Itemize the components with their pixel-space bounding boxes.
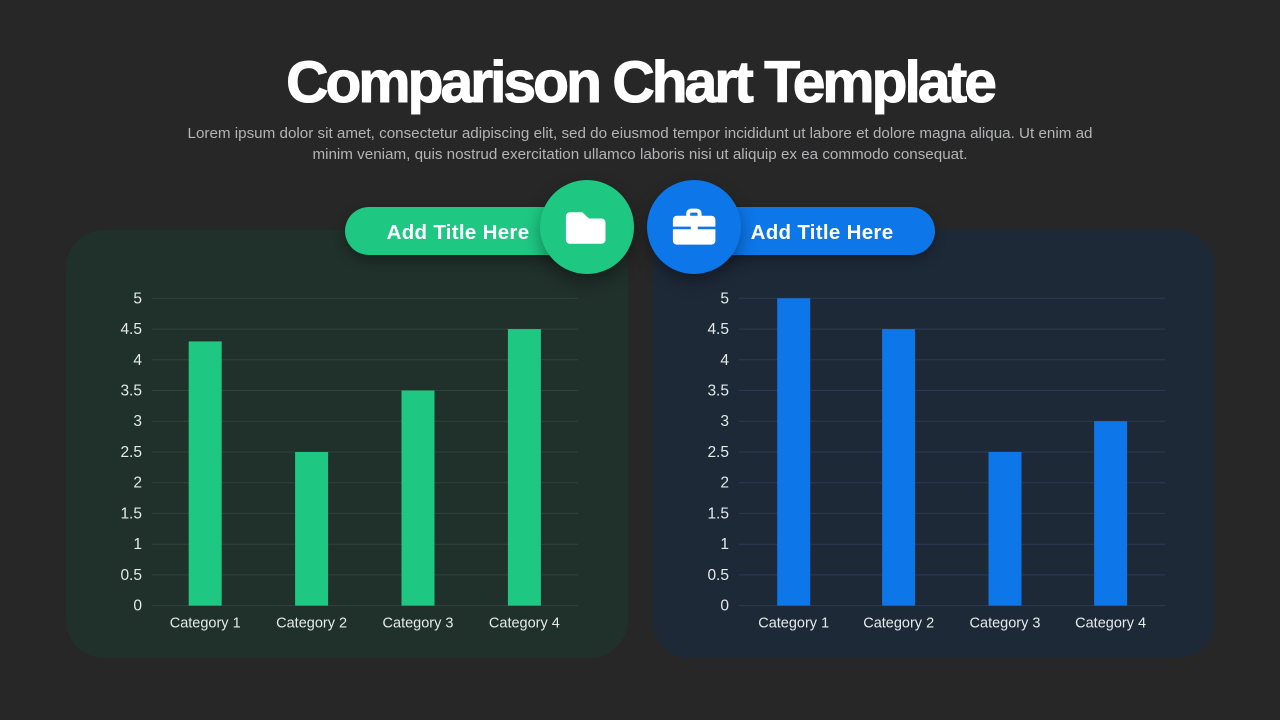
svg-text:Category 4: Category 4 [1075,616,1146,632]
svg-text:0.5: 0.5 [707,567,729,584]
svg-text:1: 1 [720,536,729,553]
svg-text:4: 4 [133,352,142,369]
svg-text:Category 2: Category 2 [863,616,934,632]
svg-text:3.5: 3.5 [120,383,142,400]
svg-text:Category 4: Category 4 [489,616,560,632]
svg-text:4.5: 4.5 [707,321,729,338]
svg-text:1.5: 1.5 [707,505,729,522]
svg-text:1: 1 [133,536,142,553]
svg-text:Category 3: Category 3 [970,616,1041,632]
svg-text:2: 2 [133,475,142,492]
svg-text:Category 2: Category 2 [276,616,347,632]
svg-text:4: 4 [720,352,729,369]
svg-text:2.5: 2.5 [707,444,729,461]
svg-text:Category 1: Category 1 [758,616,829,632]
svg-text:3: 3 [133,413,142,430]
svg-text:3.5: 3.5 [707,383,729,400]
svg-text:5: 5 [133,290,142,307]
svg-text:3: 3 [720,413,729,430]
svg-text:0: 0 [133,598,142,615]
svg-text:1.5: 1.5 [120,505,142,522]
svg-text:0: 0 [720,598,729,615]
svg-text:Category 3: Category 3 [383,616,454,632]
svg-text:0.5: 0.5 [120,567,142,584]
svg-text:4.5: 4.5 [120,321,142,338]
svg-text:5: 5 [720,290,729,307]
svg-text:2.5: 2.5 [120,444,142,461]
svg-text:2: 2 [720,475,729,492]
svg-text:Category 1: Category 1 [170,616,241,632]
